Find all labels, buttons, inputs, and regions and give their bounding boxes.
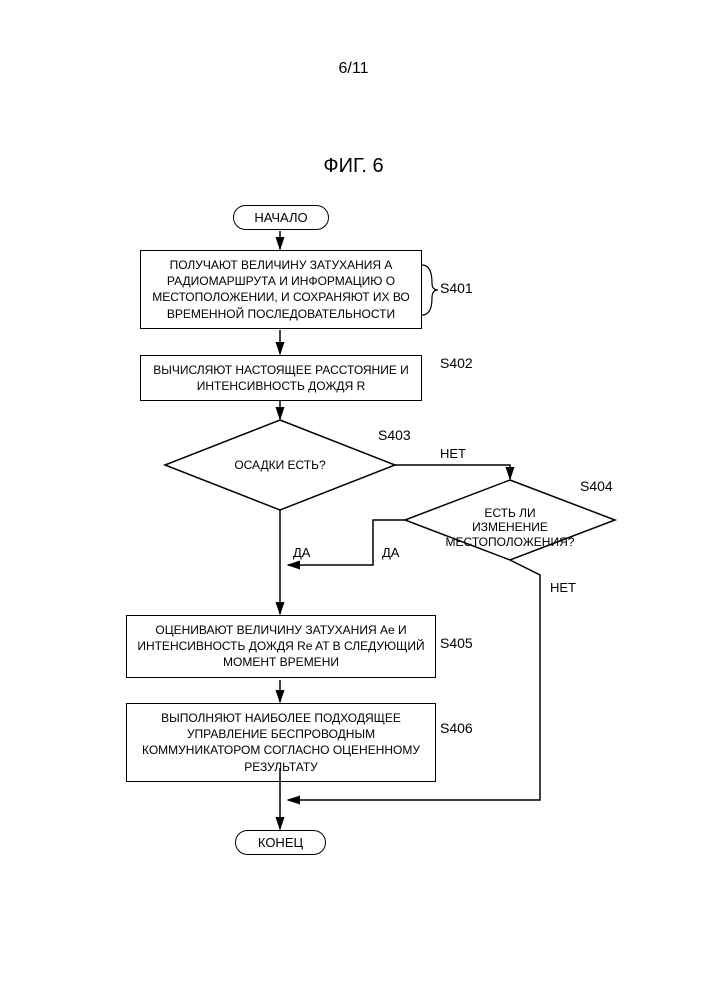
decision-s404-shape <box>0 0 707 1000</box>
edge-s404-yes: ДА <box>382 545 399 560</box>
process-s406: ВЫПОЛНЯЮТ НАИБОЛЕЕ ПОДХОДЯЩЕЕ УПРАВЛЕНИЕ… <box>126 703 436 782</box>
edge-s403-yes: ДА <box>293 545 310 560</box>
label-s402: S402 <box>440 355 473 371</box>
process-s401: ПОЛУЧАЮТ ВЕЛИЧИНУ ЗАТУХАНИЯ A РАДИОМАРШР… <box>140 250 422 329</box>
terminal-start: НАЧАЛО <box>233 205 329 230</box>
figure-title: ФИГ. 6 <box>0 155 707 178</box>
decision-s403-shape <box>0 0 707 1000</box>
page-number: 6/11 <box>0 60 707 78</box>
edge-s403-no: НЕТ <box>440 446 466 461</box>
connectors <box>0 0 707 1000</box>
label-s401: S401 <box>440 280 473 296</box>
decision-s404-text: ЕСТЬ ЛИ ИЗМЕНЕНИЕ МЕСТОПОЛОЖЕНИЯ? <box>445 506 575 549</box>
label-s404: S404 <box>580 478 613 494</box>
terminal-end: КОНЕЦ <box>235 830 326 855</box>
process-s402: ВЫЧИСЛЯЮТ НАСТОЯЩЕЕ РАССТОЯНИЕ И ИНТЕНСИ… <box>140 355 422 401</box>
process-s405: ОЦЕНИВАЮТ ВЕЛИЧИНУ ЗАТУХАНИЯ Ae И ИНТЕНС… <box>126 615 436 678</box>
decision-s403-text: ОСАДКИ ЕСТЬ? <box>225 458 335 472</box>
label-s405: S405 <box>440 635 473 651</box>
label-s406: S406 <box>440 720 473 736</box>
label-s403: S403 <box>378 427 411 443</box>
edge-s404-no: НЕТ <box>550 580 576 595</box>
